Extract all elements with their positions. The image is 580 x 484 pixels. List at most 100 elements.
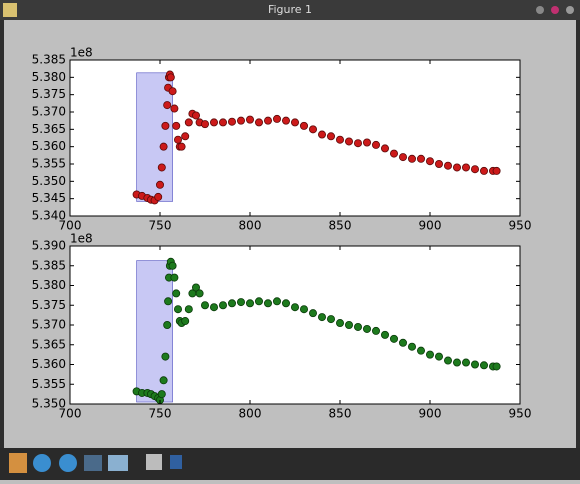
point xyxy=(317,130,326,139)
y-tick-label: 5.380 xyxy=(32,70,66,84)
y-tick-label: 5.375 xyxy=(32,87,66,101)
forward-button[interactable] xyxy=(59,454,77,472)
point xyxy=(344,320,353,329)
point xyxy=(254,118,263,127)
point xyxy=(407,342,416,351)
point xyxy=(177,142,186,151)
point xyxy=(168,87,177,96)
point xyxy=(479,166,488,175)
y-tick-label: 5.385 xyxy=(32,258,66,272)
point xyxy=(195,289,204,298)
save-button[interactable] xyxy=(170,455,182,469)
y-tick-label: 5.385 xyxy=(32,53,66,67)
point xyxy=(272,114,281,123)
maximize-button[interactable] xyxy=(551,6,559,14)
app-icon xyxy=(3,3,17,17)
point xyxy=(281,299,290,308)
point xyxy=(479,361,488,370)
point xyxy=(170,104,179,113)
point xyxy=(299,305,308,314)
window-border xyxy=(576,20,580,448)
point xyxy=(218,118,227,127)
point xyxy=(227,117,236,126)
point xyxy=(184,305,193,314)
minimize-button[interactable] xyxy=(536,6,544,14)
y-tick-label: 5.390 xyxy=(32,239,66,253)
point xyxy=(308,309,317,318)
point xyxy=(461,358,470,367)
point xyxy=(290,303,299,312)
point xyxy=(335,135,344,144)
x-tick-label: 750 xyxy=(149,219,172,233)
point xyxy=(173,305,182,314)
point xyxy=(168,261,177,270)
x-tick-label: 800 xyxy=(239,219,262,233)
point xyxy=(272,297,281,306)
close-button[interactable] xyxy=(566,6,574,14)
point xyxy=(326,315,335,324)
point xyxy=(425,157,434,166)
point xyxy=(191,283,200,292)
y-tick-label: 5.360 xyxy=(32,357,66,371)
point xyxy=(159,376,168,385)
point xyxy=(181,317,190,326)
x-tick-label: 950 xyxy=(509,407,532,421)
point xyxy=(163,101,172,110)
point xyxy=(245,299,254,308)
point xyxy=(492,166,501,175)
point xyxy=(398,153,407,162)
window-border xyxy=(0,20,4,448)
y-tick-label: 5.370 xyxy=(32,318,66,332)
point xyxy=(380,144,389,153)
point xyxy=(161,352,170,361)
point xyxy=(443,161,452,170)
point xyxy=(166,73,175,82)
subplots-button[interactable] xyxy=(146,454,162,470)
point xyxy=(492,362,501,371)
point xyxy=(263,299,272,308)
point xyxy=(254,297,263,306)
point xyxy=(236,116,245,125)
point xyxy=(172,289,181,298)
point xyxy=(335,319,344,328)
y-tick-label: 5.375 xyxy=(32,298,66,312)
point xyxy=(200,301,209,310)
point xyxy=(452,163,461,172)
point xyxy=(281,116,290,125)
home-button[interactable] xyxy=(9,453,27,473)
x-tick-label: 850 xyxy=(329,407,352,421)
y-tick-label: 5.365 xyxy=(32,122,66,136)
point xyxy=(209,118,218,127)
x-tick-label: 750 xyxy=(149,407,172,421)
point xyxy=(461,163,470,172)
zoom-button[interactable] xyxy=(108,455,128,471)
point xyxy=(362,138,371,147)
pan-button[interactable] xyxy=(84,455,102,471)
offset-label: 1e8 xyxy=(70,232,93,246)
x-tick-label: 850 xyxy=(329,219,352,233)
point xyxy=(470,165,479,174)
title-bar xyxy=(0,0,580,20)
x-tick-label: 800 xyxy=(239,407,262,421)
x-tick-label: 700 xyxy=(59,219,82,233)
x-tick-label: 700 xyxy=(59,407,82,421)
point xyxy=(227,299,236,308)
point xyxy=(163,320,172,329)
point xyxy=(263,116,272,125)
point xyxy=(184,118,193,127)
point xyxy=(389,149,398,158)
point xyxy=(236,298,245,307)
point xyxy=(470,360,479,369)
back-button[interactable] xyxy=(33,454,51,472)
x-tick-label: 900 xyxy=(419,407,442,421)
point xyxy=(416,154,425,163)
point xyxy=(425,350,434,359)
window-title: Figure 1 xyxy=(268,3,312,16)
point xyxy=(245,115,254,124)
point xyxy=(452,358,461,367)
point xyxy=(416,346,425,355)
y-tick-label: 5.360 xyxy=(32,139,66,153)
point xyxy=(398,338,407,347)
